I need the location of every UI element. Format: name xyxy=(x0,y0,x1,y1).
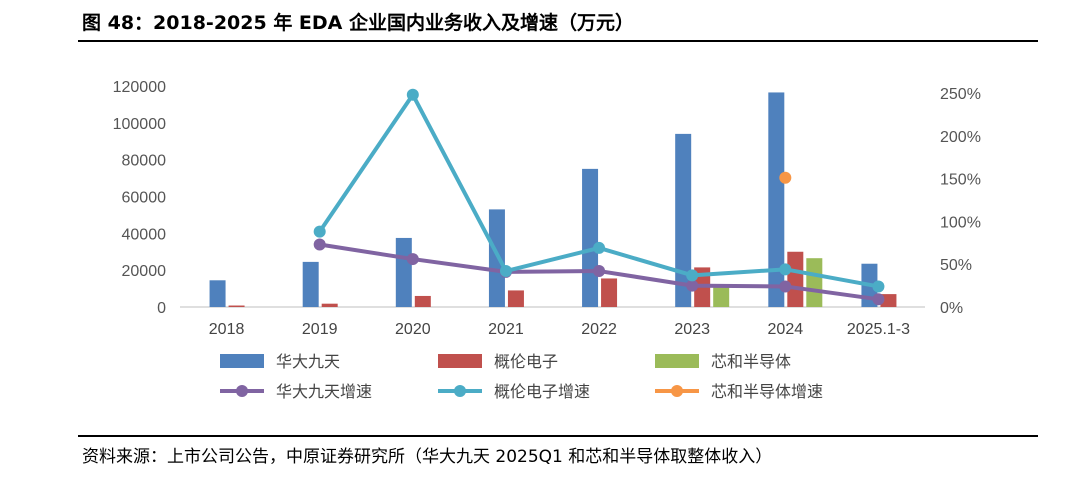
x-tick-2020: 2020 xyxy=(395,321,431,338)
huada-growth-legend-marker xyxy=(236,385,248,397)
xinhe-bar-legend-swatch xyxy=(655,354,699,368)
huada-growth-point-2024 xyxy=(779,280,792,293)
xinhe-growth-point-2024 xyxy=(779,171,792,184)
x-tick-2018: 2018 xyxy=(209,321,245,338)
right-tick-50-: 50% xyxy=(940,257,972,274)
huada-growth-point-2022 xyxy=(593,265,606,278)
gailun-bar-2022 xyxy=(601,278,618,307)
left-tick-80000: 80000 xyxy=(122,153,167,170)
xinhe-growth-legend-marker xyxy=(671,385,683,397)
gailun-bar-2021 xyxy=(507,290,524,307)
huada-bar-2023 xyxy=(675,133,692,307)
top-rule xyxy=(78,40,1038,42)
gailun-bar-2024 xyxy=(787,251,804,307)
right-tick-150-: 150% xyxy=(940,172,981,189)
xinhe-growth-legend-label: 芯和半导体增速 xyxy=(711,382,823,401)
x-tick-2021: 2021 xyxy=(488,321,524,338)
huada-bar-2024 xyxy=(768,92,785,307)
gailun-growth-point-2022 xyxy=(593,241,606,254)
figure-title: 图 48：2018-2025 年 EDA 企业国内业务收入及增速（万元） xyxy=(82,12,635,34)
huada-growth-point-2023 xyxy=(686,279,699,292)
chart: 0 20000 40000 60000 80000 100000 120000 0% 50% 1… xyxy=(113,79,981,401)
huada-bar-2020 xyxy=(395,237,412,307)
gailun-growth-point-2024 xyxy=(779,263,792,276)
bars xyxy=(209,92,897,307)
huada-bar-legend-label: 华大九天 xyxy=(276,352,340,371)
left-axis: 0 20000 40000 60000 80000 100000 120000 xyxy=(113,79,166,317)
right-tick-0-: 0% xyxy=(940,300,963,317)
gailun-bar-legend-label: 概伦电子 xyxy=(494,352,558,371)
gailun-growth-point-2019 xyxy=(313,225,326,238)
gailun-growth-point-2023 xyxy=(686,269,699,282)
huada-bar-2018 xyxy=(209,280,226,307)
left-tick-60000: 60000 xyxy=(122,190,167,207)
huada-bar-legend-swatch xyxy=(220,354,264,368)
huada-bar-2022 xyxy=(582,168,599,307)
right-tick-250-: 250% xyxy=(940,86,981,103)
right-tick-100-: 100% xyxy=(940,214,981,231)
xinhe-bar-2024 xyxy=(806,258,823,307)
gailun-growth-legend-label: 概伦电子增速 xyxy=(494,382,590,401)
gailun-bar-2020 xyxy=(414,295,431,307)
gailun-growth-point-2021 xyxy=(499,265,512,278)
left-tick-100000: 100000 xyxy=(113,116,166,133)
huada-growth-point-2019 xyxy=(313,238,326,251)
huada-growth-point-2020 xyxy=(406,253,419,266)
x-axis: 2018 2019 2020 2021 2022 2023 2024 2025.1-3 xyxy=(209,321,910,338)
gailun-bar-legend-swatch xyxy=(438,354,482,368)
gailun-growth-point-2020 xyxy=(406,88,419,101)
huada-bar-2019 xyxy=(302,261,319,307)
left-tick-120000: 120000 xyxy=(113,79,166,96)
huada-growth-point-2025-1-3 xyxy=(872,293,885,306)
gailun-bar-2018 xyxy=(228,305,245,307)
left-tick-20000: 20000 xyxy=(122,263,167,280)
x-tick-2024: 2024 xyxy=(768,321,804,338)
huada-growth-legend-label: 华大九天增速 xyxy=(276,382,372,401)
x-tick-2023: 2023 xyxy=(674,321,710,338)
x-tick-2025-1-3: 2025.1-3 xyxy=(847,321,910,338)
right-tick-200-: 200% xyxy=(940,129,981,146)
left-tick-0: 0 xyxy=(157,300,166,317)
x-tick-2022: 2022 xyxy=(581,321,617,338)
right-axis: 0% 50% 100% 150% 200% 250% xyxy=(940,86,981,317)
lines xyxy=(313,88,885,306)
x-tick-2019: 2019 xyxy=(302,321,338,338)
gailun-bar-2019 xyxy=(321,303,338,307)
bottom-rule xyxy=(78,435,1038,437)
left-tick-40000: 40000 xyxy=(122,226,167,243)
xinhe-bar-legend-label: 芯和半导体 xyxy=(711,352,791,371)
gailun-bar-2025-1-3 xyxy=(880,294,897,307)
source-note: 资料来源：上市公司公告，中原证券研究所（华大九天 2025Q1 和芯和半导体取整… xyxy=(82,447,773,467)
gailun-growth-point-2025-1-3 xyxy=(872,280,885,293)
gailun-growth-legend-marker xyxy=(454,385,466,397)
xinhe-bar-2023 xyxy=(713,286,730,307)
